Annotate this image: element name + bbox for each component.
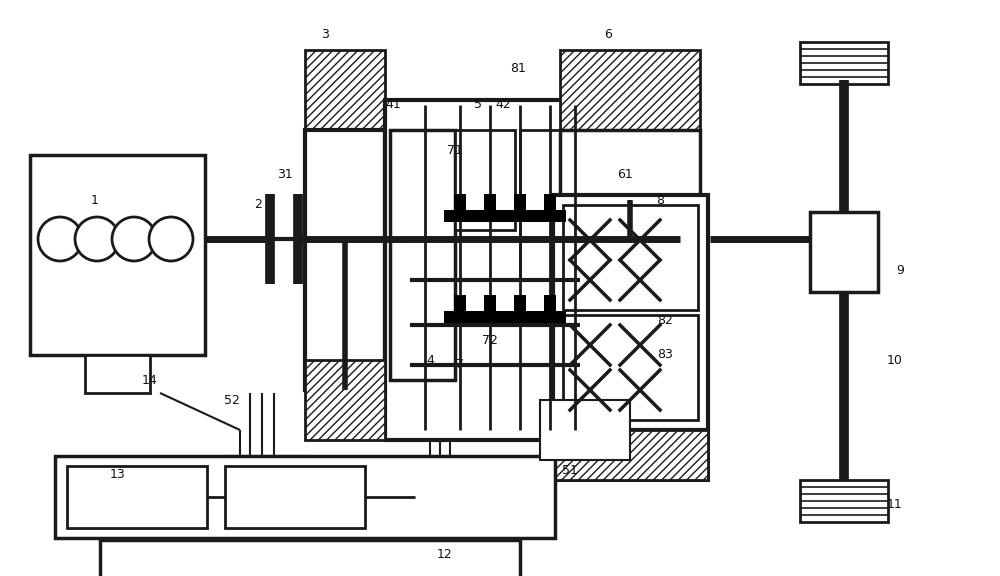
Bar	[560, 130, 700, 200]
Text: 12: 12	[437, 548, 453, 562]
Bar	[305, 50, 385, 130]
Bar	[55, 456, 555, 538]
Text: 8: 8	[656, 194, 664, 207]
Bar	[514, 295, 526, 311]
Bar	[85, 355, 150, 393]
Circle shape	[38, 217, 82, 261]
Bar	[563, 315, 698, 420]
Bar	[305, 130, 385, 390]
Text: 5: 5	[474, 98, 482, 112]
Bar	[534, 311, 566, 323]
Text: 71: 71	[447, 143, 463, 157]
Bar	[800, 480, 888, 522]
Bar	[455, 130, 515, 230]
Text: 42: 42	[495, 98, 511, 112]
Bar	[560, 50, 700, 130]
Bar	[67, 466, 207, 528]
Text: 83: 83	[657, 348, 673, 362]
Text: 81: 81	[510, 62, 526, 74]
Bar	[100, 540, 520, 576]
Circle shape	[112, 217, 156, 261]
Bar	[553, 195, 708, 430]
Text: 82: 82	[657, 313, 673, 327]
Text: 6: 6	[604, 28, 612, 41]
Bar	[474, 311, 506, 323]
Text: 13: 13	[110, 468, 126, 482]
Bar	[390, 130, 455, 380]
Text: 9: 9	[896, 263, 904, 276]
Text: 52: 52	[224, 393, 240, 407]
Text: 3: 3	[321, 28, 329, 41]
Bar	[30, 155, 205, 355]
Bar	[504, 311, 536, 323]
Bar	[520, 130, 575, 280]
Bar	[553, 430, 708, 480]
Text: 72: 72	[482, 334, 498, 347]
Bar	[444, 311, 476, 323]
Text: 11: 11	[887, 498, 903, 511]
Bar	[534, 210, 566, 222]
Bar	[544, 295, 556, 311]
Text: 61: 61	[617, 169, 633, 181]
Bar	[810, 212, 878, 292]
Text: 4: 4	[426, 354, 434, 366]
Text: 7: 7	[456, 358, 464, 372]
Circle shape	[149, 217, 193, 261]
Bar	[553, 430, 708, 480]
Bar	[454, 194, 466, 210]
Text: 14: 14	[142, 373, 158, 386]
Bar	[544, 194, 556, 210]
Bar	[444, 210, 476, 222]
Bar	[504, 210, 536, 222]
Bar	[385, 100, 695, 440]
Bar	[484, 295, 496, 311]
Text: 10: 10	[887, 354, 903, 366]
Text: 31: 31	[277, 169, 293, 181]
Bar	[563, 205, 698, 310]
Text: 2: 2	[254, 199, 262, 211]
Circle shape	[75, 217, 119, 261]
Bar	[225, 466, 365, 528]
Bar	[514, 194, 526, 210]
Text: 51: 51	[562, 464, 578, 476]
Bar	[454, 295, 466, 311]
Bar	[540, 400, 630, 460]
Bar	[800, 42, 888, 84]
Bar	[305, 360, 385, 440]
Text: 1: 1	[91, 194, 99, 207]
Bar	[474, 210, 506, 222]
Text: 41: 41	[385, 98, 401, 112]
Bar	[484, 194, 496, 210]
